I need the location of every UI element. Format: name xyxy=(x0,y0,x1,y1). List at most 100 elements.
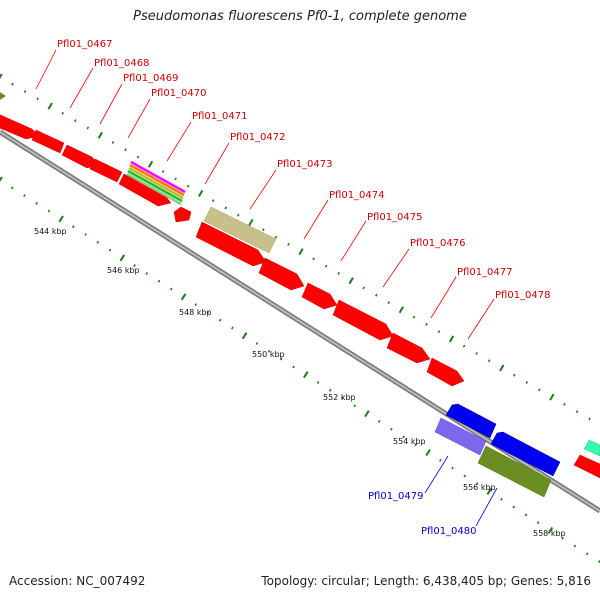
gene-label-pfl01-0478[interactable]: Pfl01_0478 xyxy=(495,290,551,301)
tick-track-upper xyxy=(0,73,591,421)
gene-labels: Pfl01_0467 Pfl01_0468 Pfl01_0469 Pfl01_0… xyxy=(35,39,551,537)
gene-feature[interactable] xyxy=(445,403,497,439)
genome-backbone xyxy=(0,129,600,514)
gene-label-pfl01-0480[interactable]: Pfl01_0480 xyxy=(421,526,477,537)
upper-minor-tick xyxy=(487,359,491,363)
gene-label-pfl01-0469[interactable]: Pfl01_0469 xyxy=(123,73,179,84)
gene-feature[interactable] xyxy=(258,257,305,291)
lower-major-tick xyxy=(58,215,64,223)
feature-track-reverse xyxy=(434,403,561,498)
lower-minor-tick xyxy=(500,497,503,501)
upper-minor-tick xyxy=(575,410,579,414)
misc-feature[interactable] xyxy=(203,206,277,254)
upper-minor-tick xyxy=(312,257,315,261)
upper-minor-tick xyxy=(124,148,127,152)
lower-minor-tick xyxy=(218,318,222,322)
gene-feature[interactable] xyxy=(173,206,192,223)
lower-minor-tick xyxy=(414,443,418,447)
upper-minor-tick xyxy=(337,272,340,275)
upper-minor-tick xyxy=(186,184,190,188)
gene-label-pfl01-0470[interactable]: Pfl01_0470 xyxy=(151,88,207,99)
gene-label-pfl01-0471[interactable]: Pfl01_0471 xyxy=(192,111,248,122)
gene-feature[interactable] xyxy=(0,92,6,100)
gene-label-pfl01-0475[interactable]: Pfl01_0475 xyxy=(367,212,423,223)
lower-minor-tick xyxy=(255,342,259,345)
genome-summary-text: Topology: circular; Length: 6,438,405 bp… xyxy=(261,574,591,588)
gene-label-pfl01-0467[interactable]: Pfl01_0467 xyxy=(57,39,113,50)
gene-feature[interactable] xyxy=(301,282,338,310)
upper-major-tick xyxy=(147,160,154,168)
lower-minor-tick xyxy=(108,248,112,252)
lower-minor-tick xyxy=(194,303,197,307)
gene-label-pfl01-0474[interactable]: Pfl01_0474 xyxy=(329,190,385,201)
upper-minor-tick xyxy=(287,242,290,246)
gene-label-pfl01-0479[interactable]: Pfl01_0479 xyxy=(368,491,424,502)
gene-label-pfl01-0468[interactable]: Pfl01_0468 xyxy=(94,58,150,69)
upper-minor-tick xyxy=(462,344,466,348)
gene-feature[interactable] xyxy=(31,129,65,154)
kbp-label-558: 558 kbp xyxy=(533,529,566,538)
lower-minor-tick xyxy=(573,544,577,548)
lower-minor-tick xyxy=(316,381,320,384)
gene-label-pfl01-0477[interactable]: Pfl01_0477 xyxy=(457,267,513,278)
gene-feature[interactable] xyxy=(426,357,465,387)
gene-label-pfl01-0476[interactable]: Pfl01_0476 xyxy=(410,238,466,249)
upper-minor-tick xyxy=(425,322,428,326)
lower-minor-tick xyxy=(475,482,479,486)
upper-major-tick xyxy=(448,335,455,343)
lower-minor-tick xyxy=(169,287,173,291)
lower-major-tick xyxy=(0,176,3,182)
lower-minor-tick xyxy=(536,521,540,525)
lower-major-tick xyxy=(547,526,554,534)
gene-feature[interactable] xyxy=(573,454,600,479)
genome-title: Pseudomonas fluorescens Pf0-1, complete … xyxy=(133,9,467,24)
misc-feature[interactable] xyxy=(583,439,600,457)
lower-major-tick xyxy=(486,487,492,495)
backbone-highlight xyxy=(0,131,600,512)
misc-feature[interactable] xyxy=(434,417,487,456)
lower-minor-tick xyxy=(10,186,14,190)
multicolor-feature[interactable] xyxy=(126,160,186,206)
gene-feature[interactable] xyxy=(0,113,40,140)
gene-label-pfl01-0473[interactable]: Pfl01_0473 xyxy=(277,159,333,170)
gene-label-pfl01-0472[interactable]: Pfl01_0472 xyxy=(230,132,286,143)
gene-feature[interactable] xyxy=(386,332,431,364)
upper-minor-tick xyxy=(11,82,14,86)
upper-minor-tick xyxy=(437,330,441,334)
upper-major-tick xyxy=(499,364,505,372)
gene-feature[interactable] xyxy=(490,431,561,477)
upper-minor-tick xyxy=(387,301,391,304)
lower-minor-tick xyxy=(47,209,51,213)
upper-minor-tick xyxy=(538,388,541,392)
kbp-label-556: 556 kbp xyxy=(463,483,496,492)
upper-major-tick xyxy=(97,131,103,139)
kbp-label-544: 544 kbp xyxy=(34,227,67,236)
lower-minor-tick xyxy=(84,233,87,236)
lower-minor-tick xyxy=(133,264,136,268)
gene-feature[interactable] xyxy=(89,158,123,183)
kbp-label-550: 550 kbp xyxy=(252,350,285,359)
upper-minor-tick xyxy=(74,119,77,123)
lower-minor-tick xyxy=(23,194,26,198)
lower-minor-tick xyxy=(292,365,295,369)
upper-minor-tick xyxy=(161,170,165,173)
lower-major-tick xyxy=(119,254,126,262)
lower-major-tick xyxy=(303,371,309,379)
lower-minor-tick xyxy=(231,326,234,330)
lower-minor-tick xyxy=(439,458,442,462)
upper-minor-tick xyxy=(513,373,516,377)
lower-major-tick xyxy=(425,449,431,457)
lower-minor-tick xyxy=(585,552,589,556)
lower-major-tick xyxy=(180,293,187,301)
upper-major-tick xyxy=(298,248,304,256)
misc-feature[interactable] xyxy=(477,445,552,498)
upper-minor-tick xyxy=(61,111,64,115)
lower-minor-tick xyxy=(353,404,357,408)
lower-major-tick xyxy=(364,410,370,418)
gene-feature[interactable] xyxy=(195,221,267,267)
gene-feature[interactable] xyxy=(332,299,394,341)
lower-minor-tick xyxy=(390,427,393,431)
upper-major-tick xyxy=(198,189,204,197)
upper-minor-tick xyxy=(563,402,566,406)
